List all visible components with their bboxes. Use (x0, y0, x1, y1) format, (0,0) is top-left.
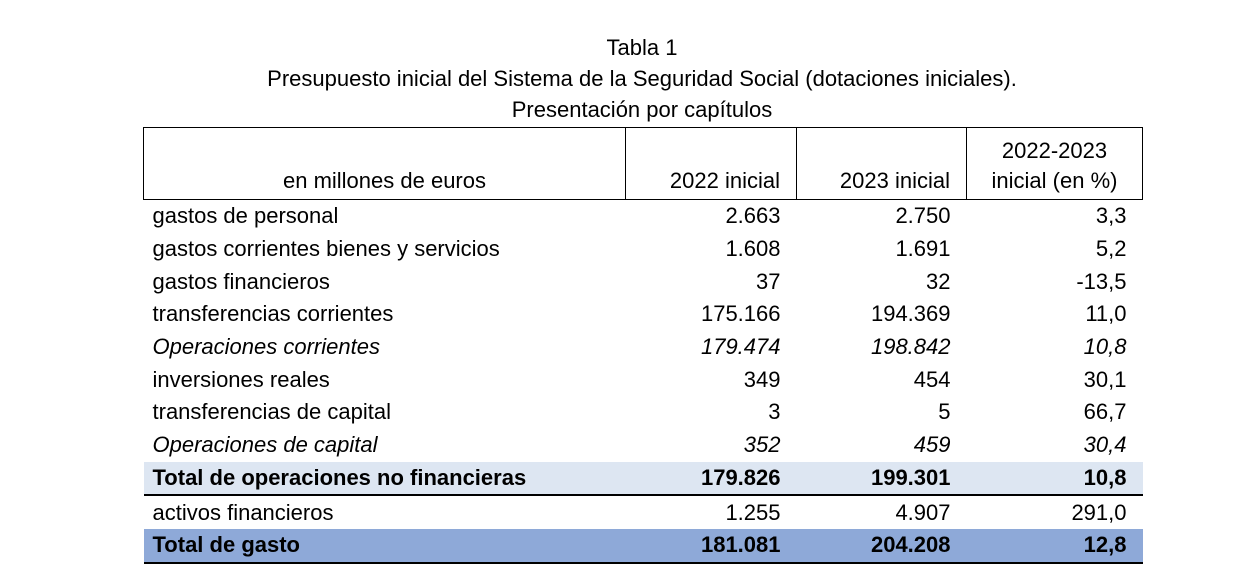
table-row: activos financieros 1.255 4.907 291,0 (144, 495, 1143, 529)
row-value-2022: 175.166 (700, 301, 781, 327)
table-row-total-non-financial: Total de operaciones no financieras 179.… (143, 461, 1143, 497)
table-title: Presupuesto inicial del Sistema de la Se… (267, 66, 1017, 91)
row-label: Operaciones corrientes (152, 334, 380, 360)
row-change-pct: 291,0 (1071, 499, 1127, 525)
row-change-pct: 66,7 (1083, 399, 1127, 425)
budget-table: en millones de euros 2022 inicial 2023 i… (143, 127, 1143, 564)
row-value-2023: 4.907 (895, 499, 951, 525)
row-change-pct: 12,8 (966, 528, 1143, 564)
row-label: gastos corrientes bienes y servicios (152, 236, 500, 262)
row-value-2023: 199.301 (796, 461, 967, 497)
row-label: gastos de personal (152, 203, 339, 229)
table-title-block: Tabla 1 Presupuesto inicial del Sistema … (0, 33, 1234, 125)
row-value-2022: 37 (756, 268, 781, 294)
row-value-2023: 198.842 (870, 334, 951, 360)
header-2022: 2022 inicial (625, 127, 797, 200)
row-label: inversiones reales (152, 366, 330, 392)
row-label: Total de gasto (143, 528, 626, 564)
header-units: en millones de euros (143, 127, 626, 200)
row-value-2022: 1.255 (725, 499, 781, 525)
table-row: transferencias corrientes 175.166 194.36… (144, 298, 1143, 331)
table-row: transferencias de capital 3 5 66,7 (144, 396, 1143, 429)
row-value-2023: 454 (913, 366, 951, 392)
row-label: Operaciones de capital (152, 432, 378, 458)
row-value-2022: 352 (743, 432, 781, 458)
table-row: gastos de personal 2.663 2.750 3,3 (144, 200, 1143, 233)
table-number: Tabla 1 (606, 35, 678, 60)
row-value-2023: 204.208 (796, 528, 967, 564)
row-change-pct: 10,8 (966, 461, 1143, 497)
row-value-2023: 459 (913, 432, 951, 458)
header-2023: 2023 inicial (796, 127, 967, 200)
table-subtitle: Presentación por capítulos (511, 97, 773, 122)
row-value-2022: 349 (743, 366, 781, 392)
row-label: Total de operaciones no financieras (143, 461, 626, 497)
budget-table-container: en millones de euros 2022 inicial 2023 i… (143, 127, 1143, 564)
row-change-pct: -13,5 (1076, 268, 1127, 294)
row-value-2022: 3 (768, 399, 781, 425)
row-value-2022: 179.474 (700, 334, 781, 360)
row-value-2022: 179.826 (625, 461, 797, 497)
row-label: transferencias corrientes (152, 301, 394, 327)
row-change-pct: 30,1 (1083, 366, 1127, 392)
row-change-pct: 5,2 (1095, 236, 1127, 262)
row-value-2023: 32 (926, 268, 951, 294)
row-value-2023: 5 (938, 399, 951, 425)
row-change-pct: 11,0 (1085, 301, 1127, 327)
table-row: gastos corrientes bienes y servicios 1.6… (144, 233, 1143, 266)
header-change-pct-line2: inicial (en %) (991, 168, 1118, 193)
table-row-grand-total: Total de gasto 181.081 204.208 12,8 (143, 528, 1143, 564)
row-value-2023: 194.369 (870, 301, 951, 327)
row-value-2023: 1.691 (895, 236, 951, 262)
table-row: inversiones reales 349 454 30,1 (144, 363, 1143, 396)
row-change-pct: 3,3 (1095, 203, 1127, 229)
row-value-2022: 181.081 (625, 528, 797, 564)
row-value-2022: 1.608 (725, 236, 781, 262)
header-change-pct-line1: 2022-2023 (1001, 138, 1108, 163)
row-change-pct: 30,4 (1083, 432, 1127, 458)
table-row-subtotal-capital: Operaciones de capital 352 459 30,4 (144, 429, 1143, 462)
row-label: transferencias de capital (152, 399, 391, 425)
table-row: gastos financieros 37 32 -13,5 (144, 265, 1143, 298)
row-value-2023: 2.750 (895, 203, 951, 229)
row-change-pct: 10,8 (1083, 334, 1127, 360)
row-label: gastos financieros (152, 268, 330, 294)
header-change-pct: 2022-2023 inicial (en %) (966, 127, 1143, 200)
header-row: en millones de euros 2022 inicial 2023 i… (143, 127, 1143, 200)
row-value-2022: 2.663 (725, 203, 781, 229)
table-row-subtotal-current: Operaciones corrientes 179.474 198.842 1… (144, 331, 1143, 364)
row-label: activos financieros (152, 499, 334, 525)
